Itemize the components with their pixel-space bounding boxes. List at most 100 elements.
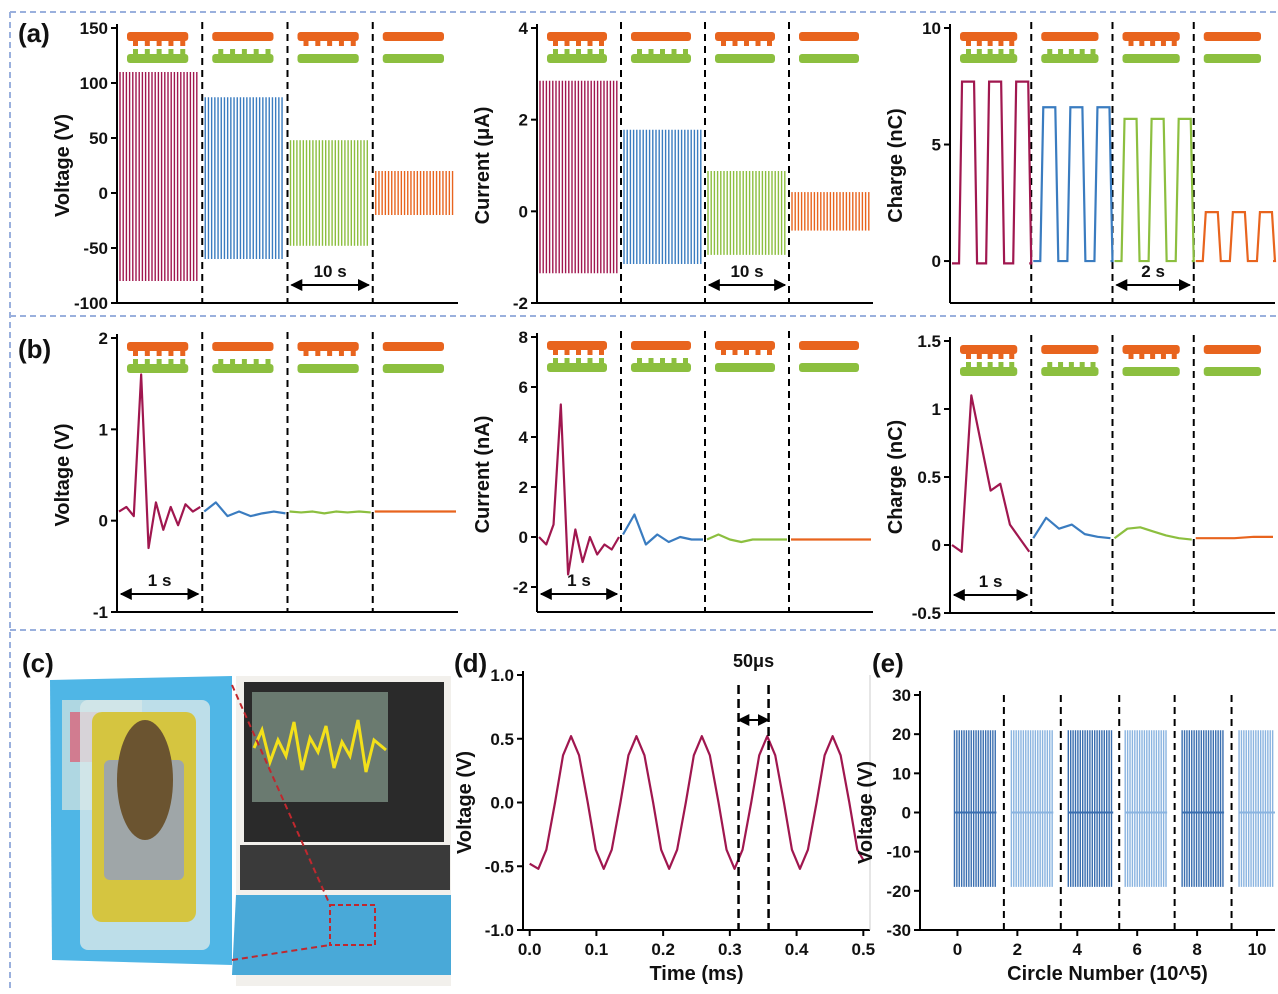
- chart: 1.5 1 0.5 0 -0.5 Charge (nC) 1 s: [885, 332, 1275, 623]
- y-tick-label: 0: [519, 202, 528, 221]
- y-tick-label: 1.0: [490, 666, 514, 685]
- icon-tooth: [976, 41, 982, 46]
- y-axis-label: Charge (nC): [885, 108, 907, 222]
- photo-sheet: [232, 895, 451, 975]
- panel-label: (d): [454, 648, 487, 678]
- y-tick-label: 4: [519, 19, 529, 38]
- icon-tooth: [265, 359, 271, 364]
- icon-tooth: [998, 49, 1004, 54]
- icon-layer: [212, 364, 274, 373]
- y-tick-label: 4: [519, 428, 529, 447]
- icon-tooth: [671, 358, 677, 363]
- icon-electrode: [382, 32, 444, 41]
- y-tick-label: 1: [99, 420, 108, 439]
- x-tick-label: 8: [1192, 940, 1201, 959]
- y-tick-label: 0: [932, 252, 941, 271]
- y-tick-label: 0.0: [490, 794, 514, 813]
- icon-electrode: [297, 342, 359, 351]
- icon-tooth: [133, 351, 138, 356]
- chart: 2 1 0 -1 Voltage (V) 1 s: [52, 329, 458, 622]
- x-tick-label: 0.2: [651, 940, 675, 959]
- x-tick-label: 0: [953, 940, 962, 959]
- icon-electrode: [212, 342, 274, 351]
- icon-tooth: [1009, 49, 1015, 54]
- icon-layer: [1041, 367, 1099, 376]
- icon-tooth: [350, 41, 356, 46]
- annotation: 10 s: [730, 262, 763, 281]
- signal-trace: [951, 394, 1031, 553]
- x-axis-label: Time (ms): [649, 963, 743, 985]
- y-tick-label: 20: [892, 725, 911, 744]
- icon-electrode: [547, 32, 607, 41]
- icon-layer: [631, 54, 691, 63]
- signal-trace: [203, 501, 286, 518]
- icon-tooth: [303, 41, 309, 46]
- icon-layer: [1203, 367, 1261, 376]
- photo-zoom-box: [329, 904, 376, 946]
- icon-electrode: [1041, 32, 1099, 41]
- icon-tooth: [180, 351, 186, 356]
- icon-tooth: [564, 49, 570, 54]
- icon-tooth: [553, 49, 558, 54]
- y-tick-label: 0: [932, 536, 941, 555]
- y-tick-label: 0: [519, 528, 528, 547]
- icon-tooth: [156, 351, 162, 356]
- icon-tooth: [966, 41, 971, 46]
- icon-electrode: [1203, 32, 1261, 41]
- icon-tooth: [553, 350, 558, 355]
- y-tick-label: 6: [519, 378, 528, 397]
- icon-tooth: [144, 41, 150, 46]
- icon-layer: [799, 363, 859, 372]
- icon-tooth: [1128, 354, 1134, 359]
- icon-tooth: [564, 41, 570, 46]
- icon-tooth: [660, 358, 665, 363]
- icon-layer: [799, 54, 859, 63]
- icon-electrode: [382, 342, 444, 351]
- y-tick-label: -2: [513, 294, 528, 313]
- x-tick-label: 2: [1013, 940, 1022, 959]
- icon-tooth: [338, 351, 344, 356]
- icon-tooth: [230, 359, 236, 364]
- chart: 4 2 0 -2 Current (μA) 10 s: [472, 19, 873, 313]
- pulse-trace: [1114, 117, 1195, 263]
- y-tick-label: 1: [932, 400, 941, 419]
- icon-tooth: [1068, 362, 1074, 367]
- icon-tooth: [576, 358, 581, 363]
- y-tick-label: 1.5: [917, 332, 941, 351]
- panel-frames: [9, 11, 1278, 989]
- icon-electrode: [715, 341, 775, 350]
- icon-electrode: [212, 32, 274, 41]
- icon-electrode: [1041, 345, 1099, 354]
- y-tick-label: -100: [74, 294, 108, 313]
- icon-tooth: [599, 41, 604, 46]
- icon-tooth: [1079, 362, 1085, 367]
- icon-tooth: [133, 41, 138, 46]
- icon-tooth: [230, 49, 236, 54]
- icon-tooth: [1139, 354, 1145, 359]
- icon-tooth: [660, 49, 665, 54]
- y-axis-label: Charge (nC): [885, 420, 907, 534]
- x-tick-label: 0.1: [585, 940, 609, 959]
- icon-tooth: [144, 351, 150, 356]
- icon-layer: [547, 54, 607, 63]
- icon-tooth: [564, 350, 570, 355]
- icon-tooth: [987, 41, 993, 46]
- icon-electrode: [799, 32, 859, 41]
- icon-tooth: [732, 41, 738, 46]
- y-tick-label: 30: [892, 686, 911, 705]
- icon-tooth: [648, 358, 654, 363]
- y-tick-label: -2: [513, 578, 528, 597]
- icon-tooth: [671, 49, 677, 54]
- icon-tooth: [976, 354, 982, 359]
- icon-tooth: [218, 359, 224, 364]
- icon-tooth: [168, 351, 174, 356]
- icon-tooth: [180, 359, 186, 364]
- y-tick-label: 8: [519, 328, 528, 347]
- annotation: 50μs: [733, 651, 774, 671]
- y-tick-label: 2: [519, 478, 528, 497]
- icon-tooth: [156, 41, 162, 46]
- icon-layer: [715, 54, 775, 63]
- chart: 10 5 0 Charge (nC) 2 s: [885, 19, 1277, 304]
- icon-tooth: [744, 41, 749, 46]
- icon-tooth: [1090, 362, 1096, 367]
